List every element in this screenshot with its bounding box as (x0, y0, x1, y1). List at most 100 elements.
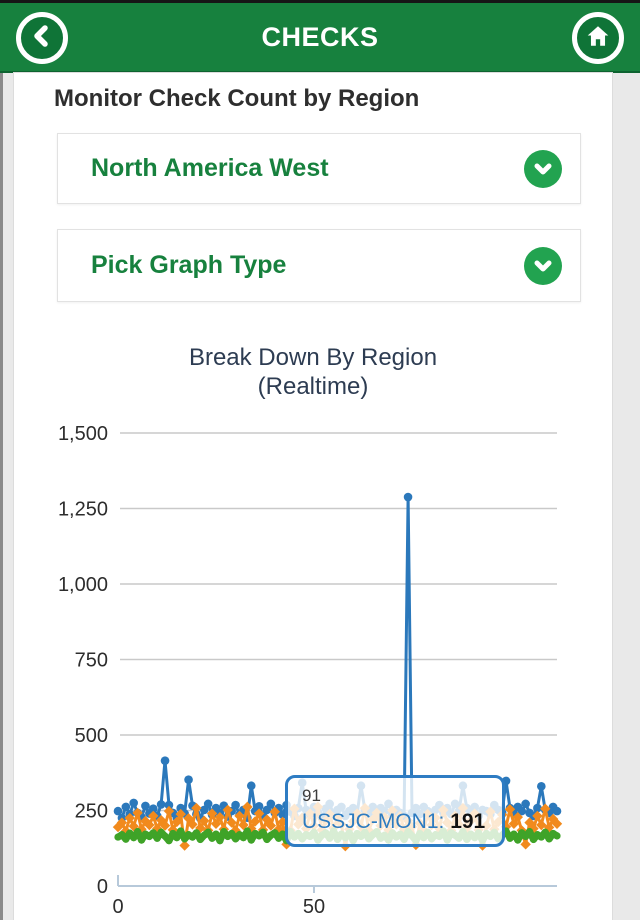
marker-diamond (155, 814, 167, 826)
marker-circle (247, 836, 255, 844)
marker-circle (160, 756, 170, 765)
marker-circle (165, 837, 173, 845)
marker-diamond (242, 801, 253, 813)
marker-diamond (128, 821, 139, 832)
marker-diamond (536, 819, 547, 831)
marker-diamond (277, 816, 288, 828)
marker-circle (271, 829, 279, 837)
tooltip-series-value: 191 (450, 810, 486, 833)
marker-circle (156, 800, 166, 809)
chart-tooltip: 91 USSJC-MON1: 191 (285, 775, 505, 847)
marker-diamond (144, 819, 155, 831)
marker-circle (239, 834, 248, 842)
marker-diamond (148, 810, 159, 822)
marker-circle (537, 782, 546, 791)
chevron-down-icon (524, 246, 562, 285)
marker-circle (266, 799, 276, 809)
marker-circle (130, 834, 138, 842)
marker-diamond (140, 815, 151, 827)
marker-circle (510, 830, 518, 838)
marker-circle (278, 810, 287, 820)
marker-circle (545, 835, 553, 843)
y-axis-tick-label: 250 (75, 801, 108, 823)
marker-circle (141, 801, 150, 811)
marker-circle (541, 828, 549, 836)
section-heading: Monitor Check Count by Region (54, 85, 420, 112)
marker-circle (153, 834, 161, 842)
marker-diamond (222, 804, 233, 816)
chart-title-line2: (Realtime) (257, 373, 369, 400)
marker-diamond (547, 813, 559, 825)
x-axis-tick-label: 50 (303, 896, 325, 918)
series-line-blue (116, 495, 559, 820)
marker-diamond (191, 802, 202, 814)
graph-type-dropdown-value: Pick Graph Type (91, 251, 287, 279)
marker-circle (243, 827, 251, 835)
marker-circle (525, 828, 534, 836)
home-button[interactable] (572, 12, 624, 64)
marker-diamond (234, 810, 245, 822)
marker-circle (192, 829, 200, 837)
marker-circle (212, 830, 220, 838)
marker-diamond (210, 818, 222, 829)
y-axis-tick-label: 750 (75, 650, 108, 672)
region-dropdown-value: North America West (91, 154, 329, 182)
marker-circle (204, 828, 212, 836)
marker-diamond (265, 820, 277, 831)
marker-diamond (199, 815, 210, 826)
marker-circle (184, 775, 193, 784)
marker-diamond (214, 811, 226, 823)
series-blue (113, 492, 562, 823)
marker-circle (553, 832, 561, 840)
marker-circle (122, 835, 130, 843)
marker-circle (121, 802, 131, 812)
marker-diamond (132, 807, 143, 819)
marker-circle (529, 835, 538, 844)
y-axis-tick-label: 1,000 (58, 574, 108, 596)
marker-diamond (540, 803, 551, 814)
marker-diamond (504, 804, 516, 815)
region-dropdown[interactable]: North America West (57, 133, 581, 204)
marker-circle (517, 806, 527, 816)
header-divider (0, 71, 640, 73)
y-axis-tick-label: 0 (97, 876, 108, 898)
marker-diamond (249, 816, 261, 827)
app-header (0, 3, 640, 71)
marker-circle (220, 828, 228, 836)
marker-circle (129, 798, 138, 808)
marker-diamond (226, 817, 237, 828)
marker-diamond (238, 819, 249, 831)
y-axis-tick-label: 500 (75, 725, 108, 747)
marker-circle (173, 834, 181, 842)
marker-circle (137, 836, 146, 844)
marker-diamond (187, 819, 198, 830)
marker-circle (231, 800, 240, 810)
marker-circle (514, 836, 522, 844)
chart-title: Break Down By Region (Realtime) (14, 343, 612, 401)
y-axis-tick-label: 1,500 (58, 423, 108, 445)
marker-circle (533, 803, 542, 813)
marker-diamond (532, 810, 543, 822)
status-bar (0, 0, 640, 3)
marker-circle (228, 829, 236, 838)
marker-diamond (206, 808, 218, 819)
chart-title-line1: Break Down By Region (188, 344, 438, 371)
page-title: CHECKS (261, 22, 379, 52)
marker-diamond (508, 818, 520, 829)
marker-diamond (124, 812, 135, 824)
tooltip-series-line: USSJC-MON1: 191 (302, 810, 502, 834)
marker-circle (259, 828, 267, 836)
graph-type-dropdown[interactable]: Pick Graph Type (57, 229, 581, 302)
marker-diamond (179, 840, 190, 851)
marker-circle (279, 830, 287, 838)
marker-circle (254, 801, 264, 811)
tooltip-x-value: 91 (302, 786, 321, 805)
marker-circle (522, 832, 530, 841)
tooltip-series-name: USSJC-MON1: (302, 810, 445, 833)
back-button[interactable] (16, 12, 68, 64)
x-axis-tick-label: 0 (112, 896, 123, 918)
marker-diamond (261, 814, 273, 825)
marker-diamond (175, 808, 186, 820)
marker-circle (216, 837, 224, 845)
